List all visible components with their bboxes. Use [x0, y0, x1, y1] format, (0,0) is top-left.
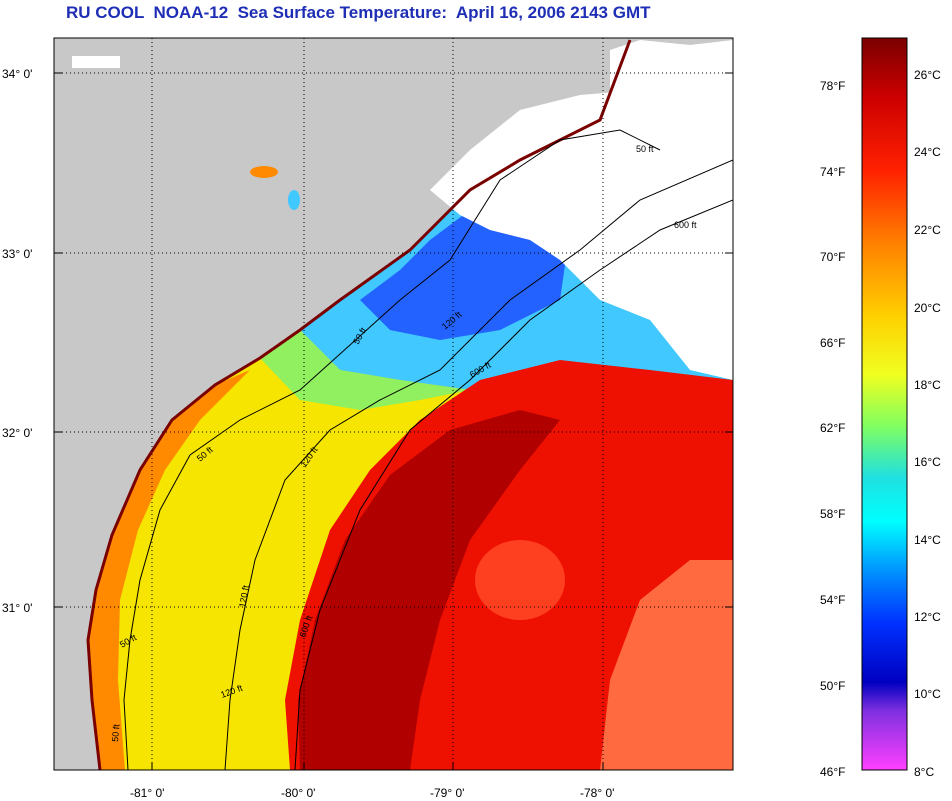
- coastline: [86, 39, 632, 770]
- lon-label: -81° 0': [130, 786, 164, 800]
- lat-label: 32° 0': [2, 426, 32, 440]
- colorbar-f-label: 62°F: [820, 421, 845, 435]
- colorbar-c-label: 16°C: [914, 455, 941, 469]
- contour-label: 50 ft: [636, 144, 654, 154]
- map-frame: [53, 37, 734, 771]
- colorbar-c-label: 22°C: [914, 223, 941, 237]
- cloud-mask-north: [610, 40, 733, 110]
- colorbar-f-label: 58°F: [820, 507, 845, 521]
- colorbar-c-label: 8°C: [914, 765, 934, 779]
- colorbar-c-label: 14°C: [914, 533, 941, 547]
- colorbar-f-label: 70°F: [820, 250, 845, 264]
- colorbar-f-label: 66°F: [820, 336, 845, 350]
- lon-label: -79° 0': [430, 786, 464, 800]
- lon-label: -80° 0': [281, 786, 315, 800]
- island-patch: [250, 166, 278, 178]
- isobath-50ft: [123, 129, 661, 770]
- colorbar-f-label: 50°F: [820, 679, 845, 693]
- eddy-ring: [475, 540, 565, 620]
- green-band: [260, 330, 470, 410]
- cloud-speck: [72, 56, 120, 68]
- colorbar-f-label: 54°F: [820, 593, 845, 607]
- lat-label: 34° 0': [2, 67, 32, 81]
- colorbar-f-label: 78°F: [820, 79, 845, 93]
- gulf-stream-core: [298, 410, 560, 770]
- colorbar-c-label: 18°C: [914, 378, 941, 392]
- orange-coastal-band: [88, 370, 250, 770]
- contour-label: 600 ft: [674, 220, 697, 230]
- map-title: RU COOL NOAA-12 Sea Surface Temperature:…: [66, 3, 651, 22]
- isobath-600ft: [294, 199, 733, 770]
- colorbar-c-label: 24°C: [914, 145, 941, 159]
- island-patch: [288, 190, 300, 210]
- lat-label: 31° 0': [2, 601, 32, 615]
- contour-label: 50 ft: [110, 723, 122, 742]
- colorbar-c-label: 12°C: [914, 610, 941, 624]
- colorbar-c-label: 10°C: [914, 687, 941, 701]
- lat-label: 33° 0': [2, 247, 32, 261]
- colorbar-c-label: 26°C: [914, 68, 941, 82]
- colorbar-f-label: 46°F: [820, 765, 845, 779]
- colorbar-f-label: 74°F: [820, 165, 845, 179]
- colorbar-c-label: 20°C: [914, 301, 941, 315]
- cloud-mask: [430, 50, 733, 380]
- axis-ticks: [54, 72, 733, 770]
- isobath-120ft: [224, 159, 733, 770]
- colorbar: [861, 37, 908, 771]
- warm-eddy: [600, 560, 733, 770]
- lon-label: -78° 0': [580, 786, 614, 800]
- contour-label: 120 ft: [237, 584, 251, 608]
